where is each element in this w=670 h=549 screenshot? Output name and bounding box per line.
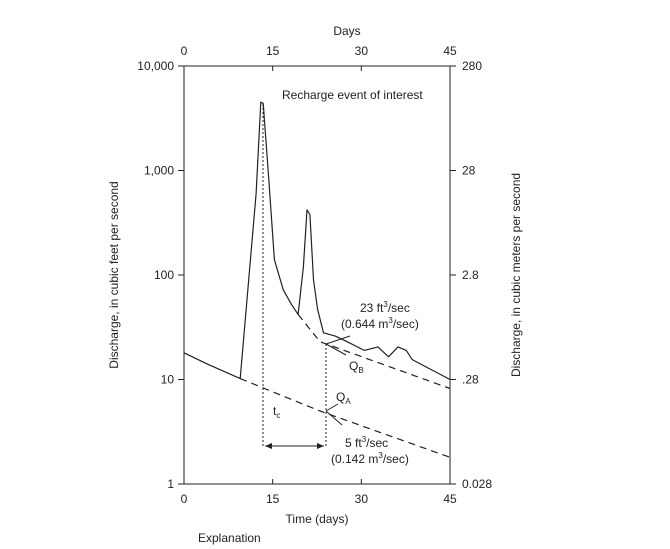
y-axis-left-label: Discharge, in cubic feet per second [107, 181, 121, 368]
recharge-event-label: Recharge event of interest [282, 88, 423, 102]
qa-m-value: (0.142 m3/sec) [331, 451, 409, 466]
tc-arrow-right-head [317, 443, 324, 449]
y-tick-label-right: 280 [462, 59, 482, 73]
y-tick-label-left: 1 [167, 477, 174, 491]
qb-ft-value: 23 ft3/sec [360, 300, 410, 315]
discharge-line [183, 101, 451, 381]
plot-frame [183, 65, 451, 485]
x-tick-label-bottom: 0 [181, 492, 188, 506]
x-axis-bottom: 0 15 30 45 [181, 479, 457, 506]
y-axis-left: 1 10 100 1,000 10,000 [137, 59, 184, 491]
y-tick-label-right: 28 [462, 164, 476, 178]
top-axis-label: Days [333, 24, 360, 38]
y-tick-label-left: 100 [154, 268, 174, 282]
baseflow-recession-line [239, 378, 451, 458]
y-tick-label-right: 0.028 [462, 477, 492, 491]
qa-ft-value: 5 ft3/sec [345, 435, 388, 450]
y-tick-label-right: 2.8 [462, 268, 479, 282]
qa-label: QA [336, 390, 351, 406]
x-tick-label-top: 15 [266, 44, 280, 58]
y-tick-label-right: .28 [462, 373, 479, 387]
y-tick-label-left: 10 [161, 373, 175, 387]
qa-leader [325, 403, 339, 412]
x-axis-label: Time (days) [286, 512, 349, 526]
x-tick-label-top: 30 [355, 44, 369, 58]
y-tick-label-left: 10,000 [137, 59, 174, 73]
x-axis-top: 0 15 30 45 [181, 44, 457, 71]
qa-value-leader [325, 410, 343, 426]
qb-label: QB [349, 359, 364, 375]
tc-label: tc [273, 404, 280, 420]
explanation-label: Explanation [198, 531, 261, 545]
x-tick-label-top: 0 [181, 44, 188, 58]
y-axis-right-label: Discharge, in cubic meters per second [509, 173, 523, 377]
qb-m-value: (0.644 m3/sec) [341, 316, 419, 331]
x-tick-label-bottom: 45 [443, 492, 457, 506]
qb-leader [325, 343, 347, 356]
qb-value-leader [325, 335, 351, 345]
tc-arrow-left-head [265, 443, 272, 449]
x-tick-label-bottom: 15 [266, 492, 280, 506]
y-axis-right: 0.028 .28 2.8 28 280 [450, 59, 492, 491]
y-tick-label-left: 1,000 [144, 164, 174, 178]
x-tick-label-top: 45 [443, 44, 457, 58]
x-tick-label-bottom: 30 [355, 492, 369, 506]
series-layer [183, 101, 451, 458]
